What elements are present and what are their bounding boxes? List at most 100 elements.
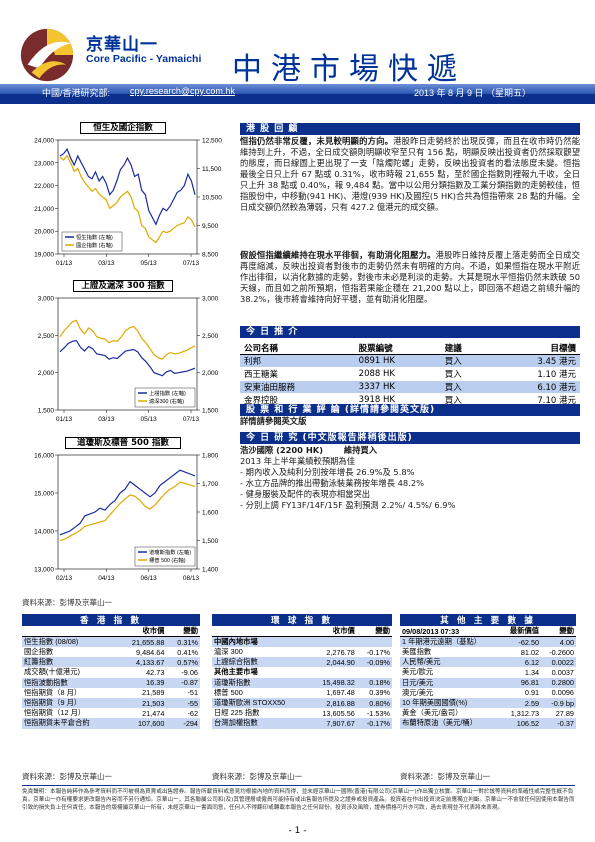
row-change bbox=[357, 667, 392, 677]
legend-label: 標普 500 (右軸) bbox=[149, 556, 186, 564]
col-target: 目標價 bbox=[489, 342, 580, 355]
row-label: 人民幣/美元 bbox=[400, 657, 501, 668]
table-row: 恒指波動指數 16.39 -0.87 bbox=[22, 677, 200, 688]
table-row: 其他主要市場 bbox=[212, 667, 392, 677]
row-change: 0.41% bbox=[177, 647, 198, 657]
col-close: 收市價 bbox=[116, 626, 167, 637]
review-p2-body: 港股昨日維持反覆上落走勢而全日成交再度縮減，反映出投資者對後市的走勢仍然未有明確… bbox=[240, 250, 580, 304]
row-label: 其他主要市場 bbox=[214, 667, 258, 677]
bullet-text: 健身服裝及配件的表現亦相當突出 bbox=[245, 489, 371, 499]
research-summary: 2013 年上半年業績較預期為佳 bbox=[240, 456, 356, 466]
section-recommendations: 今 日 推 介 bbox=[240, 326, 580, 338]
table-row: 西王糖業 2088 HK 買入 1.10 港元 bbox=[240, 367, 580, 381]
row-change: 4.00 bbox=[541, 636, 576, 647]
y-left-tick-label: 1,500 bbox=[38, 408, 55, 415]
row-change: 0.0037 bbox=[551, 667, 574, 677]
table-row: 成交額(十億港元) 42.73 -9.06 bbox=[22, 667, 200, 677]
row-label: 恒指期貨（12 月） bbox=[24, 708, 86, 718]
row-value: 13,605.56 bbox=[322, 708, 355, 718]
row-label: 紅籌指數 bbox=[22, 657, 117, 668]
row-label: 恒生指數 (08/08) bbox=[22, 636, 117, 647]
page-number: - 1 - bbox=[288, 826, 307, 836]
list-item: - 健身服裝及配件的表現亦相當突出 bbox=[240, 489, 371, 499]
rec-company: 安東油田服務 bbox=[240, 380, 355, 394]
table-row: 人民幣/美元 6.12 0.0022 bbox=[400, 657, 576, 668]
rec-rating: 買入 bbox=[440, 380, 490, 394]
table-row: 日元/美元 96.81 0.2800 bbox=[400, 677, 576, 688]
chart-hsi-hscei: 19,000 20,000 21,000 22,000 23,000 24,000 8,50… bbox=[34, 138, 222, 268]
row-label: 恒指波動指數 bbox=[22, 677, 117, 688]
row-label: 日元/美元 bbox=[400, 677, 501, 688]
row-change: 0.39% bbox=[369, 688, 390, 698]
row-change: -0.2600 bbox=[549, 647, 574, 657]
x-tick-label: 03/13 bbox=[98, 260, 115, 267]
row-change: -0.87 bbox=[166, 677, 200, 688]
stock-review-text: 詳情請參閱英文版 bbox=[240, 416, 307, 426]
section-market-review: 港 股 回 顧 bbox=[240, 123, 580, 135]
row-value: 96.81 bbox=[500, 677, 542, 688]
row-label: 恒指期貨未平倉合約 bbox=[22, 718, 117, 729]
rec-target: 6.10 港元 bbox=[489, 380, 580, 394]
col-latest: 最新價值 bbox=[500, 626, 542, 637]
row-change: 0.0096 bbox=[551, 688, 574, 698]
world-index-table: 環 球 指 數 收市價 變動 中國內地市場 滬深 300 2,276.78 -0.17%… bbox=[212, 614, 392, 729]
row-label: 黃金（美元/盎司） bbox=[402, 708, 463, 718]
y-left-tick-label: 24,000 bbox=[34, 138, 54, 145]
row-label: 標普 500 bbox=[214, 687, 243, 697]
row-value: 15,498.32 bbox=[309, 677, 357, 688]
row-change: -9.06 bbox=[181, 667, 198, 677]
x-tick-label: 04/13 bbox=[98, 575, 115, 582]
x-tick-label: 07/13 bbox=[183, 260, 200, 267]
company-name-cn: 京華山一 bbox=[86, 35, 158, 55]
row-value: 1,697.48 bbox=[326, 688, 355, 698]
series-line-0 bbox=[59, 339, 196, 377]
review-paragraph-2: 假設恒指繼續維持在現水平徘徊，有助消化阻壓力。港股昨日維持反覆上落走勢而全日成交… bbox=[240, 250, 580, 305]
row-label: 美元/歐元 bbox=[402, 667, 434, 677]
row-label: 上證綜合指數 bbox=[212, 657, 310, 668]
table-row: 布蘭特原油（美元/桶） 106.52 -0.37 bbox=[400, 718, 576, 729]
table-row: 恒指期貨（9 月） 21,503 -55 bbox=[22, 697, 200, 709]
y-right-tick-label: 10,500 bbox=[202, 195, 222, 202]
rec-code: 0891 HK bbox=[354, 354, 441, 368]
email-link[interactable]: cpy.research@cpy.com.hk bbox=[130, 86, 235, 96]
series-line-0 bbox=[59, 147, 196, 226]
legend-label: 恒生指數 (左軸) bbox=[76, 233, 113, 241]
other-source-note: 資料來源：彭博及京華山一 bbox=[400, 772, 490, 781]
table-row: 美元/歐元 1.34 0.0037 bbox=[400, 667, 576, 677]
table-row: 安東油田服務 3337 HK 買入 6.10 港元 bbox=[240, 380, 580, 394]
y-right-tick-label: 2,500 bbox=[202, 333, 219, 340]
row-value: 16.39 bbox=[116, 677, 167, 688]
disclaimer: 免責聲明：本報告純粹作為參考資料而不可被視為買賣或出售證券。報告所載資料或意見均… bbox=[22, 785, 575, 813]
table-row: 恒生指數 (08/08) 21,655.88 0.31% bbox=[22, 636, 200, 647]
table-row: 台灣加權指數 7,907.67 -0.17% bbox=[212, 718, 392, 729]
table-row: 1 年期港元遠期（基點） -62.50 4.00 bbox=[400, 636, 576, 647]
col-rating: 建議 bbox=[440, 342, 490, 355]
y-left-tick-label: 15,000 bbox=[34, 491, 54, 498]
rec-rating: 買入 bbox=[440, 367, 490, 381]
y-right-tick-label: 1,400 bbox=[202, 567, 219, 574]
report-date: 2013 年 8 月 9 日 （星期五） bbox=[414, 88, 532, 98]
table-row: 10 年期美國國債(%) 2.59 -0.9 bp bbox=[400, 697, 576, 709]
table-row: 利邦 0891 HK 買入 3.45 港元 bbox=[240, 354, 580, 368]
research-rating: 維持買入 bbox=[343, 445, 378, 455]
series-line-0 bbox=[59, 469, 196, 536]
review-p1-body: 港股昨日走勢終於出現反彈，而且在收市時仍然能維持到上升，不過，全日成交額則明顯收… bbox=[240, 136, 580, 212]
table-header-row: 公司名稱 股票編號 建議 目標價 bbox=[240, 342, 580, 355]
table-row: 恒指期貨（8 月） 21,589 -51 bbox=[22, 688, 200, 698]
row-value: -62.50 bbox=[500, 636, 542, 647]
header-band-bottom bbox=[0, 94, 595, 104]
x-tick-label: 05/13 bbox=[141, 260, 158, 267]
row-value: 1,312.73 bbox=[510, 708, 540, 718]
recommendations-table: 公司名稱 股票編號 建議 目標價 利邦 0891 HK 買入 3.45 港元 西王糖業… bbox=[240, 342, 580, 407]
table-row: 恒指期貨（12 月） 21,474 -62 bbox=[22, 708, 200, 718]
row-value bbox=[309, 636, 357, 647]
header-band-top bbox=[0, 84, 595, 94]
x-tick-label: 02/13 bbox=[56, 575, 73, 582]
row-change: 27.89 bbox=[555, 708, 574, 718]
col-timestamp: 09/08/2013 07:33 bbox=[400, 626, 501, 637]
row-change: -0.17% bbox=[366, 647, 390, 657]
other-data-table: 其 他 主 要 數 據 09/08/2013 07:33 最新價值 變動 1 年期港… bbox=[400, 614, 576, 729]
chart-source-note: 資料來源：彭博及京華山一 bbox=[22, 598, 112, 607]
rec-company: 西王糖業 bbox=[240, 367, 355, 381]
rec-company: 利邦 bbox=[240, 354, 355, 368]
